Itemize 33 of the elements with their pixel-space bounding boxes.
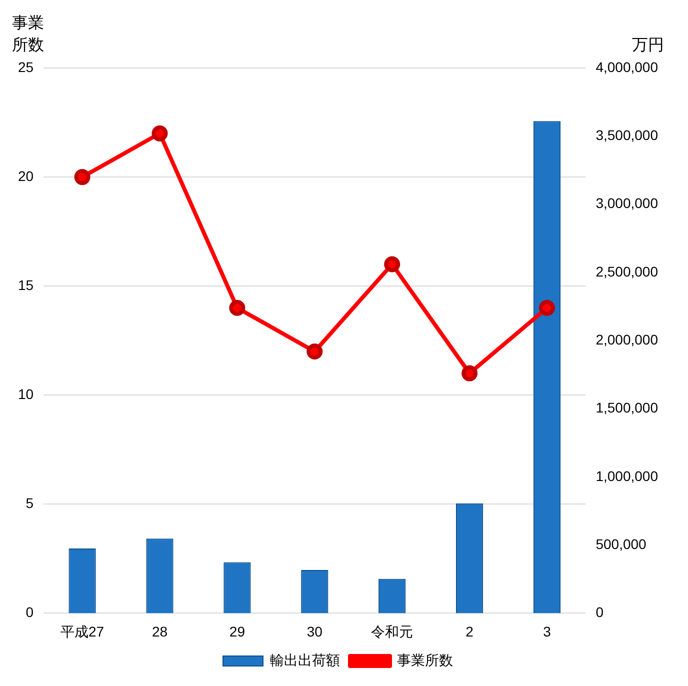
point (538, 300, 555, 316)
y-tick-label: 15 (18, 276, 34, 293)
y-tick-label: 25 (18, 58, 34, 75)
point (152, 125, 168, 142)
x-tick-label: 30 (306, 623, 323, 640)
point (74, 169, 90, 186)
y-axis-title: 事業所数 (12, 12, 45, 56)
x-tick-label: 28 (152, 623, 168, 640)
x-tick-label: 平成27 (60, 623, 104, 640)
y2-tick-label: 2,000,000 (596, 331, 658, 348)
x-tick-label: 29 (229, 623, 246, 640)
y2-tick-label: 3,000,000 (596, 195, 658, 212)
point (306, 344, 323, 360)
y2-tick-label: 3,500,000 (596, 127, 658, 144)
y2-tick-label: 2,500,000 (596, 263, 658, 280)
x-tick-label: 令和元 (371, 623, 414, 640)
y-tick-label: 10 (18, 386, 34, 402)
y2-tick-label: 500,000 (596, 536, 647, 552)
x-tick-label: 3 (543, 623, 552, 640)
y2-tick-label: 1,500,000 (596, 400, 658, 416)
y2-tick-label: 4,000,000 (596, 58, 658, 75)
y2-tick-label: 1,000,000 (596, 468, 658, 484)
point (462, 365, 478, 382)
y-tick-label: 0 (26, 604, 34, 620)
y-tick-label: 5 (26, 495, 34, 512)
legend-label: 事業所数 (397, 652, 453, 668)
x-tick-label: 2 (466, 623, 474, 640)
point (229, 300, 246, 316)
point (384, 256, 400, 272)
y-tick-label: 20 (18, 168, 34, 184)
legend-label: 輸出出荷額 (270, 652, 340, 668)
y2-axis-title: 万円 (632, 34, 664, 56)
y2-tick-label: 0 (596, 604, 604, 620)
